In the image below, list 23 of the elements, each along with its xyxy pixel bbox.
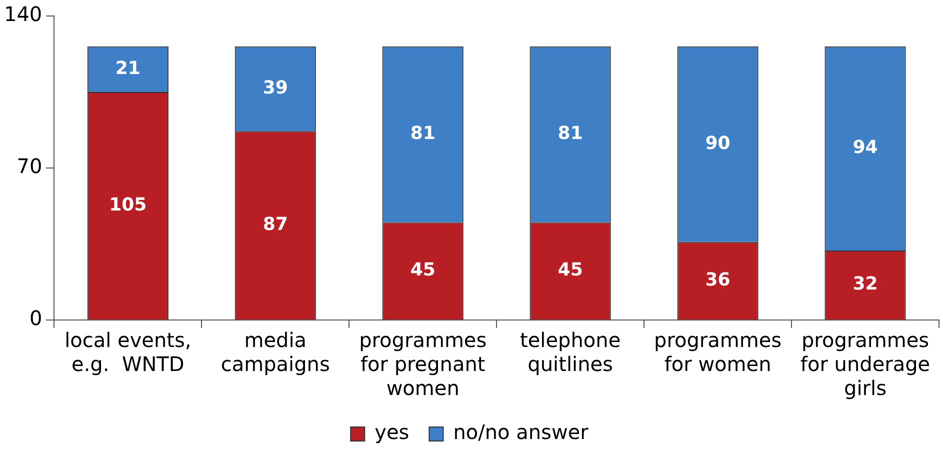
- x-tick-label: programmes for underage girls: [800, 328, 930, 400]
- data-label: 90: [705, 132, 730, 154]
- data-label: 105: [109, 194, 147, 216]
- x-tick-label: telephone quitlines: [520, 328, 621, 376]
- x-tick-label: media campaigns: [220, 328, 330, 376]
- y-tick-label: 0: [29, 306, 42, 330]
- legend-label: no/no answer: [453, 420, 590, 444]
- data-label: 32: [852, 274, 878, 295]
- legend-label: yes: [374, 420, 410, 444]
- data-label: 81: [558, 123, 583, 144]
- data-label: 39: [262, 77, 288, 98]
- y-tick-label: 140: [4, 2, 42, 26]
- data-label: 36: [705, 269, 730, 290]
- x-tick-label: programmes for women: [654, 328, 782, 376]
- data-label: 87: [262, 214, 288, 235]
- data-label: 45: [558, 260, 583, 281]
- x-tick-label: local events, e.g. WNTD: [64, 328, 192, 376]
- data-label: 94: [852, 137, 878, 158]
- data-label: 21: [115, 58, 140, 79]
- y-tick-label: 70: [16, 154, 42, 178]
- x-tick-label: programmes for pregnant women: [359, 328, 487, 400]
- data-label: 81: [410, 123, 436, 144]
- data-label: 45: [410, 260, 436, 281]
